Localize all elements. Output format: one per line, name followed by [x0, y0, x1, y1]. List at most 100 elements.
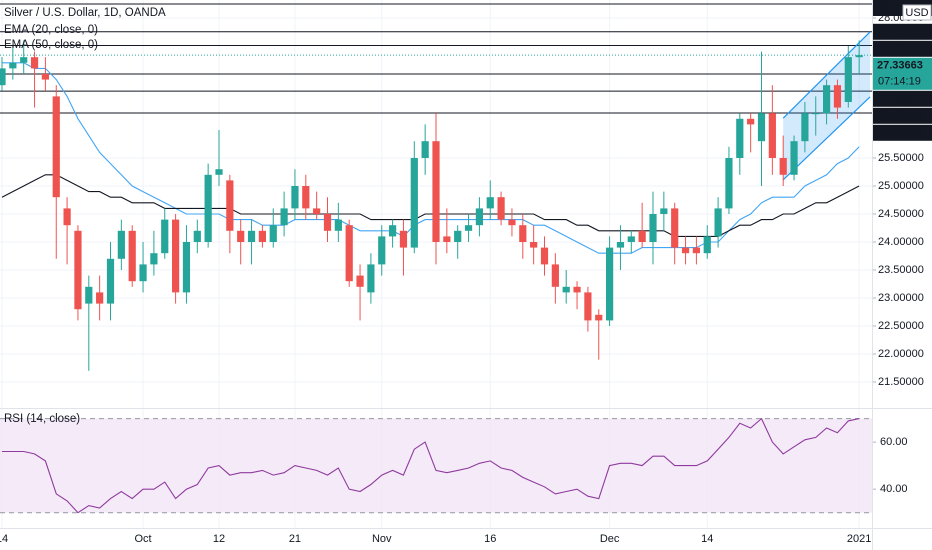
- candle-body: [193, 230, 201, 242]
- legend-entry: EMA (20, close, 0): [4, 24, 98, 36]
- channel-line: [782, 31, 871, 119]
- y-tick-label: 25.00000: [878, 180, 924, 192]
- candle-body: [801, 113, 809, 142]
- candle-body: [378, 236, 386, 265]
- level-tag-label: 26.69489: [877, 110, 923, 122]
- y-tick-label: 23.00000: [878, 292, 924, 304]
- candle-body: [486, 197, 494, 209]
- candle-body: [660, 208, 668, 214]
- candle-body: [30, 57, 39, 69]
- candle-body: [432, 141, 440, 242]
- candle-body: [475, 208, 483, 226]
- y-tick-label: 25.50000: [878, 152, 924, 164]
- candle-body: [844, 57, 852, 102]
- level-tag: [872, 107, 932, 124]
- marks-layer: [0, 40, 872, 514]
- currency-label: USD: [905, 7, 928, 19]
- candle-body: [128, 230, 136, 282]
- candle-body: [584, 292, 592, 321]
- y-tick-label: 22.00000: [878, 348, 924, 360]
- level-tag: [872, 40, 932, 57]
- candle-body: [85, 286, 93, 304]
- candle-body: [182, 241, 191, 293]
- x-tick-label: 21: [289, 533, 301, 545]
- candle-body: [736, 118, 744, 158]
- candle-body: [172, 219, 180, 293]
- candle-body: [823, 85, 831, 114]
- rsi-tick-label: 40.00: [880, 483, 908, 495]
- candle-body: [606, 247, 614, 321]
- y-tick-label: 24.00000: [878, 236, 924, 248]
- candle-body: [443, 236, 451, 242]
- candle-body: [9, 62, 17, 69]
- x-tick-label: Nov: [372, 533, 392, 545]
- candle-body: [551, 264, 559, 287]
- candle-body: [714, 208, 722, 237]
- ema-line: [2, 62, 860, 254]
- candle-body: [215, 169, 223, 175]
- candle-body: [508, 219, 516, 226]
- candle-body: [96, 292, 104, 304]
- candle-body: [291, 185, 299, 209]
- candle-body: [627, 236, 635, 242]
- candle-body: [681, 247, 690, 254]
- candle-body: [779, 157, 787, 175]
- candle-body: [649, 213, 657, 242]
- candle-body: [139, 264, 147, 282]
- ema-line: [1, 174, 860, 237]
- candle-body: [323, 213, 332, 231]
- level-tag-label: 26.30323: [877, 127, 923, 139]
- candle-body: [725, 157, 733, 209]
- candle-body: [226, 180, 234, 231]
- countdown: 07:14:19: [878, 76, 921, 88]
- candle-body: [0, 68, 6, 86]
- level-tag-label: 27.50858: [877, 43, 923, 55]
- price-tag: [872, 57, 932, 90]
- candle-body: [356, 275, 364, 287]
- candle-body: [519, 225, 527, 242]
- rsi-tick-label: 60.00: [880, 436, 908, 448]
- candle-body: [20, 57, 28, 63]
- candle-body: [562, 286, 570, 293]
- candle-body: [671, 208, 679, 248]
- candle-body: [616, 241, 625, 248]
- candle-body: [247, 230, 256, 242]
- candle-body: [334, 219, 342, 231]
- rsi-line: [2, 417, 860, 514]
- x-tick-label: 14: [701, 533, 713, 545]
- candle-body: [530, 241, 538, 248]
- candle-body: [345, 225, 353, 282]
- candle-body: [399, 230, 408, 248]
- level-tag-label: 27.75341: [877, 26, 923, 38]
- candle-body: [117, 230, 125, 259]
- legend-entry: EMA (50, close, 0): [4, 39, 98, 51]
- candle-body: [540, 247, 549, 265]
- candle-body: [106, 258, 115, 304]
- x-tick-label: 2021: [847, 533, 871, 545]
- candle-body: [258, 230, 266, 242]
- candle-body: [454, 230, 462, 242]
- level-tag-label: 27.00007: [877, 93, 923, 105]
- candle-body: [237, 230, 245, 242]
- candle-body: [74, 230, 82, 310]
- candle-body: [757, 113, 766, 142]
- candle-body: [464, 225, 473, 231]
- candle-body: [204, 174, 212, 242]
- candle-body: [302, 185, 310, 209]
- candle-body: [63, 208, 71, 226]
- chart-title: Silver / U.S. Dollar, 1D, OANDA: [4, 7, 166, 19]
- level-tag: [872, 90, 932, 107]
- x-tick-label: Oct: [134, 533, 151, 545]
- candle-body: [389, 225, 397, 237]
- x-tick-label: Dec: [600, 533, 620, 545]
- candle-body: [497, 197, 505, 220]
- candle-body: [150, 253, 158, 265]
- candle-body: [638, 230, 646, 242]
- x-tick-label: 14: [0, 533, 8, 545]
- candle-body: [269, 225, 277, 242]
- candle-body: [768, 113, 776, 158]
- channel-line: [782, 96, 871, 181]
- price-tag-label: 27.33663: [877, 60, 923, 72]
